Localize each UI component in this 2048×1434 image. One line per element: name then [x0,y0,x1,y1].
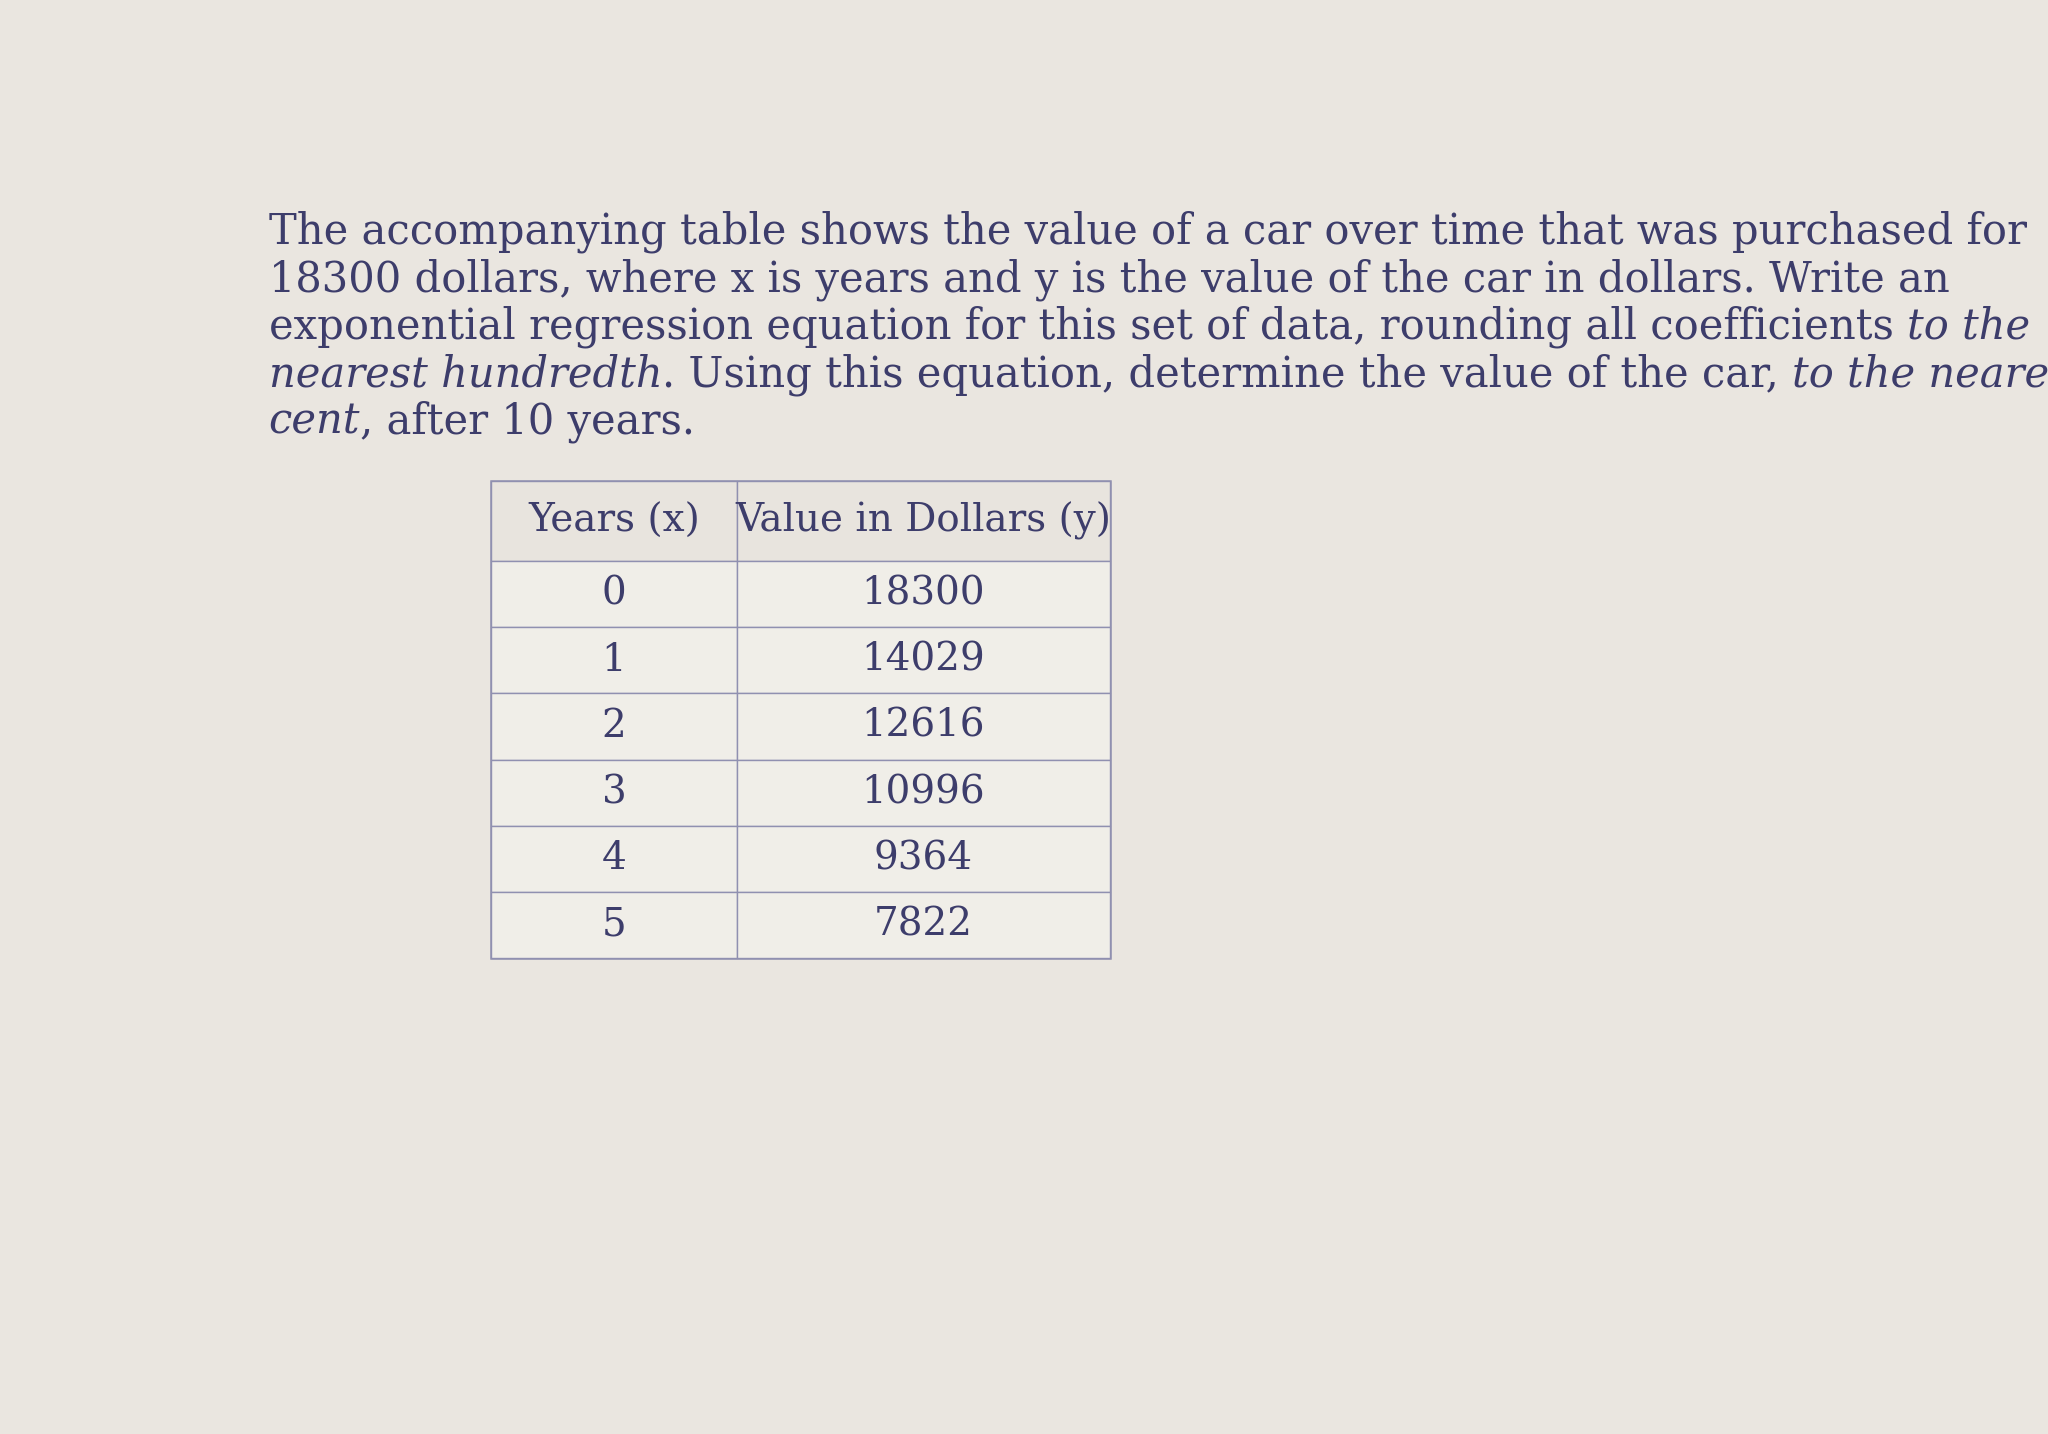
Text: 18300: 18300 [862,575,985,612]
Text: 3: 3 [602,774,627,812]
Bar [737,693,1110,760]
Text: Value in Dollars (y): Value in Dollars (y) [735,502,1112,541]
Text: 1: 1 [602,641,627,678]
Text: 0: 0 [602,575,627,612]
Bar [492,826,737,892]
Bar [737,892,1110,958]
Text: 14029: 14029 [862,641,985,678]
Bar [492,627,737,693]
Bar [492,482,1110,958]
Text: 7822: 7822 [874,906,973,944]
Text: 5: 5 [602,906,627,944]
Text: 9364: 9364 [874,840,973,878]
Text: nearest hundredth: nearest hundredth [268,353,662,396]
Text: 10996: 10996 [862,774,985,812]
Text: The accompanying table shows the value of a car over time that was purchased for: The accompanying table shows the value o… [268,211,2028,254]
Text: cent: cent [268,400,360,443]
Text: to the: to the [1907,305,2030,347]
Bar [737,561,1110,627]
Bar [737,482,1110,561]
Text: to the nearest: to the nearest [1792,353,2048,396]
Text: 12616: 12616 [862,708,985,744]
Bar [737,760,1110,826]
Text: exponential regression equation for this set of data, rounding all coefficients: exponential regression equation for this… [268,305,1907,348]
Text: 18300 dollars, where x is years and y is the value of the car in dollars. Write : 18300 dollars, where x is years and y is… [268,258,1950,301]
Bar [492,892,737,958]
Text: , after 10 years.: , after 10 years. [360,400,694,443]
Text: . Using this equation, determine the value of the car,: . Using this equation, determine the val… [662,353,1792,396]
Bar [492,561,737,627]
Bar [492,693,737,760]
Bar [737,627,1110,693]
Text: 4: 4 [602,840,627,878]
Text: 2: 2 [602,708,627,744]
Bar [737,826,1110,892]
Bar [492,760,737,826]
Bar [492,482,737,561]
Text: Years (x): Years (x) [528,502,700,539]
